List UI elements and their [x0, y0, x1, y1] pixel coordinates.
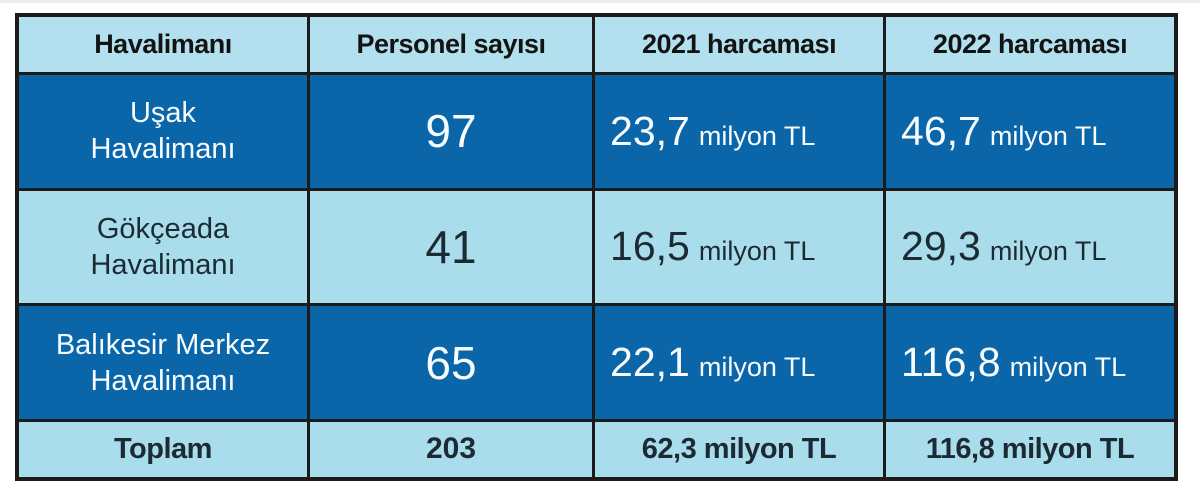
total-personnel: 203: [425, 432, 477, 466]
total-label: Toplam: [114, 432, 212, 465]
personnel-count: 41: [425, 220, 477, 273]
header-cell-personnel: Personel sayısı: [309, 17, 593, 72]
spend-unit: milyon TL: [1009, 352, 1127, 383]
cell-total-2022-spend: 116,8 milyon TL: [886, 421, 1174, 477]
crop-artifact-strip: [0, 0, 1200, 3]
spend-unit: milyon TL: [698, 236, 816, 267]
cell-personnel-count: 97: [309, 75, 593, 188]
spend-unit: milyon TL: [698, 120, 816, 151]
spend-value: 23,7: [610, 107, 690, 154]
cell-total-2021-spend: 62,3 milyon TL: [595, 421, 884, 477]
cell-2022-spend: 46,7 milyon TL: [886, 75, 1174, 188]
spend-value: 16,5: [610, 223, 690, 270]
cell-total-personnel: 203: [309, 421, 593, 477]
airport-expense-table: Havalimanı Personel sayısı 2021 harcamas…: [15, 13, 1178, 481]
header-label: 2021 harcaması: [641, 29, 837, 59]
header-label: Havalimanı: [94, 29, 232, 59]
header-cell-2022-spend: 2022 harcaması: [886, 17, 1174, 72]
cell-2021-spend: 23,7 milyon TL: [595, 75, 884, 188]
total-2022-spend: 116,8 milyon TL: [925, 432, 1135, 465]
personnel-count: 65: [425, 336, 477, 389]
airport-name: Uşak Havalimanı: [90, 97, 236, 166]
header-cell-airport: Havalimanı: [19, 17, 307, 72]
cell-airport-name: Uşak Havalimanı: [19, 75, 307, 188]
cell-personnel-count: 65: [309, 306, 593, 419]
spend-unit: milyon TL: [989, 236, 1107, 267]
airport-name: Gökçeada Havalimanı: [90, 212, 236, 281]
spend-value: 46,7: [901, 107, 981, 154]
personnel-count: 97: [425, 105, 477, 158]
header-label: 2022 harcaması: [932, 29, 1128, 59]
spend-value: 29,3: [901, 223, 981, 270]
cell-2022-spend: 29,3 milyon TL: [886, 190, 1174, 304]
cell-2021-spend: 22,1 milyon TL: [595, 306, 884, 419]
cell-2021-spend: 16,5 milyon TL: [595, 190, 884, 304]
spend-value: 116,8: [901, 339, 1001, 386]
airport-name: Balıkesir Merkez Havalimanı: [55, 328, 271, 397]
header-label: Personel sayısı: [356, 29, 546, 59]
total-2021-spend: 62,3 milyon TL: [641, 432, 837, 465]
spend-unit: milyon TL: [989, 120, 1107, 151]
spend-unit: milyon TL: [698, 352, 816, 383]
cell-2022-spend: 116,8 milyon TL: [886, 306, 1174, 419]
cell-airport-name: Gökçeada Havalimanı: [19, 190, 307, 304]
cell-total-label: Toplam: [19, 421, 307, 477]
header-cell-2021-spend: 2021 harcaması: [595, 17, 884, 72]
cell-personnel-count: 41: [309, 190, 593, 304]
spend-value: 22,1: [610, 339, 690, 386]
cell-airport-name: Balıkesir Merkez Havalimanı: [19, 306, 307, 419]
